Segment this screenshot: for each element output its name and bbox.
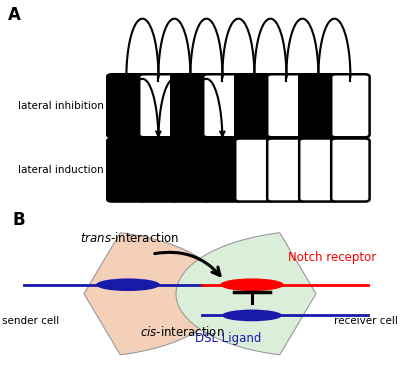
Text: B: B (12, 211, 25, 229)
FancyBboxPatch shape (171, 74, 210, 137)
FancyBboxPatch shape (139, 139, 178, 202)
FancyBboxPatch shape (267, 139, 306, 202)
Text: Notch receptor: Notch receptor (288, 251, 376, 264)
FancyBboxPatch shape (331, 139, 370, 202)
Ellipse shape (96, 278, 160, 291)
FancyBboxPatch shape (171, 139, 210, 202)
FancyBboxPatch shape (107, 139, 146, 202)
Ellipse shape (220, 278, 284, 291)
FancyBboxPatch shape (235, 74, 274, 137)
Text: $\it{cis}$-interaction: $\it{cis}$-interaction (140, 324, 225, 339)
Text: DSL Ligand: DSL Ligand (195, 333, 261, 345)
FancyBboxPatch shape (267, 74, 306, 137)
FancyBboxPatch shape (331, 74, 370, 137)
FancyBboxPatch shape (107, 74, 146, 137)
FancyBboxPatch shape (299, 74, 338, 137)
Text: $\it{trans}$-interaction: $\it{trans}$-interaction (80, 231, 179, 245)
Wedge shape (176, 233, 316, 355)
Text: receiver cell: receiver cell (334, 316, 398, 326)
FancyBboxPatch shape (203, 139, 242, 202)
FancyBboxPatch shape (235, 139, 274, 202)
Text: sender cell: sender cell (2, 316, 59, 326)
Text: lateral induction: lateral induction (18, 165, 104, 175)
Wedge shape (84, 233, 224, 355)
FancyBboxPatch shape (299, 139, 338, 202)
FancyBboxPatch shape (203, 74, 242, 137)
Text: lateral inhibition: lateral inhibition (18, 101, 104, 111)
Text: A: A (8, 6, 21, 24)
FancyBboxPatch shape (139, 74, 178, 137)
Ellipse shape (222, 310, 282, 321)
